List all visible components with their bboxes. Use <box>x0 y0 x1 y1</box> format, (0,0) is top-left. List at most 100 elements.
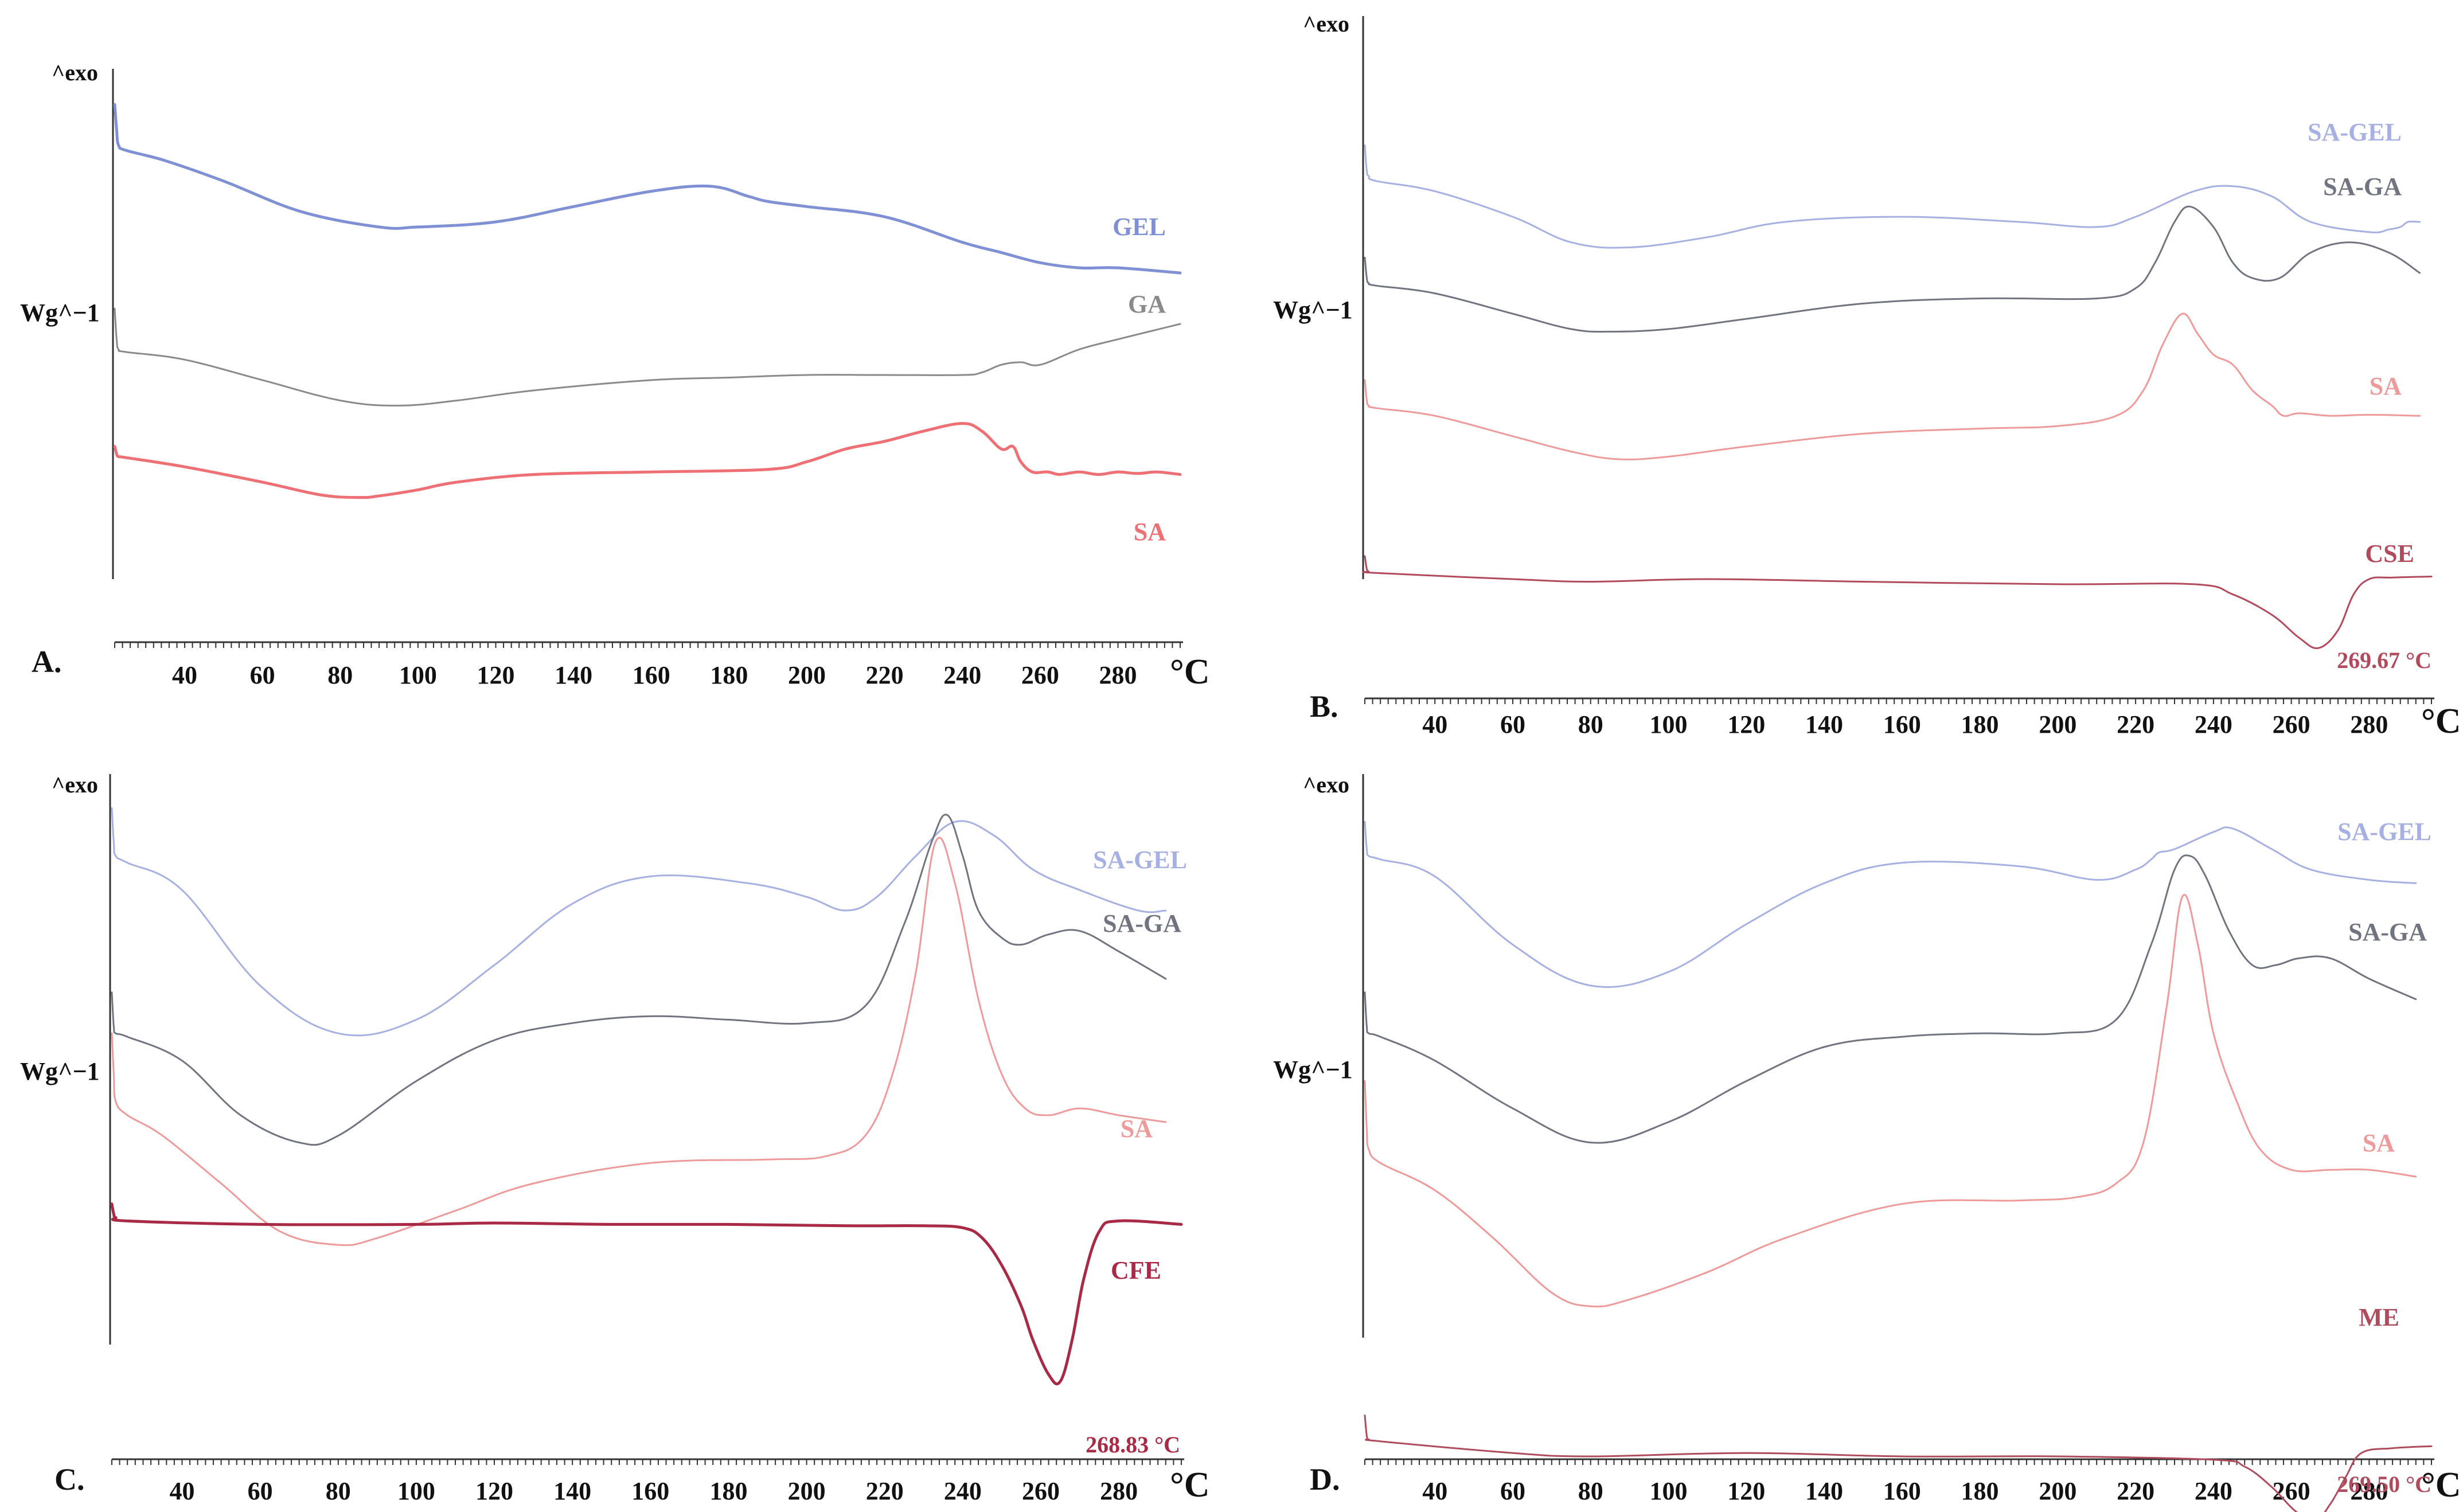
series-label-sa: SA <box>2363 1129 2395 1157</box>
x-tick-label: 260 <box>2273 1477 2310 1505</box>
x-tick-label: 200 <box>788 661 826 689</box>
x-tick-label: 220 <box>866 661 904 689</box>
x-tick-label: 280 <box>2350 710 2388 739</box>
exo-label: ^exo <box>1303 772 1349 798</box>
x-axis-unit: °C <box>2421 702 2461 741</box>
panel-c: 40 60 80 100 120 140 160 180 200 220 240 260 280 °C ^e… <box>20 772 1210 1505</box>
x-tick-label: 60 <box>248 1477 273 1505</box>
x-tick-label: 40 <box>172 661 197 689</box>
x-tick-label: 220 <box>2117 710 2154 739</box>
x-tick-label: 280 <box>2350 1477 2388 1505</box>
x-tick-label: 100 <box>397 1477 435 1505</box>
x-tick-label: 80 <box>1578 710 1603 739</box>
x-tick-label: 160 <box>1883 1477 1921 1505</box>
panel-label: D. <box>1310 1462 1340 1497</box>
panel-a: 40 60 80 100 120 140 160 180 200 220 240 260 280 °C ^e… <box>20 60 1210 691</box>
x-axis-minor-ticks <box>114 642 1181 648</box>
series-label-ga: GA <box>1128 290 1166 318</box>
curve-sa-gel <box>1364 821 2417 989</box>
y-axis-label: Wg^−1 <box>20 1057 100 1085</box>
x-tick-label: 40 <box>1422 1477 1447 1505</box>
x-tick-label: 280 <box>1099 661 1137 689</box>
panel-label: A. <box>32 644 62 679</box>
x-tick-label: 60 <box>250 661 275 689</box>
y-axis-label: Wg^−1 <box>20 299 100 327</box>
curve-sa-ga <box>1364 205 2421 333</box>
series-label-sa: SA <box>1121 1115 1153 1143</box>
x-tick-label: 100 <box>1649 710 1687 739</box>
exo-label: ^exo <box>52 772 98 798</box>
curve-sa-gel <box>111 807 1167 1037</box>
panel-b: 40 60 80 100 120 140 160 180 200 220 240 260 280 °C ^e… <box>1273 11 2461 741</box>
curve-gel <box>113 103 1182 275</box>
x-tick-label: 100 <box>399 661 437 689</box>
x-tick-label: 180 <box>710 661 748 689</box>
curve-cse <box>1362 555 2433 650</box>
curve-cfe <box>110 1202 1183 1386</box>
series-label-me: ME <box>2359 1303 2399 1331</box>
curve-me <box>1364 1415 2433 1512</box>
x-axis-unit: °C <box>2421 1466 2461 1505</box>
peak-temperature-label: 268.83 °C <box>1086 1432 1180 1458</box>
curve-sa <box>1364 894 2417 1308</box>
x-tick-label: 200 <box>2039 710 2076 739</box>
x-tick-label: 140 <box>553 1477 591 1505</box>
x-tick-label: 120 <box>475 1477 513 1505</box>
x-tick-label: 280 <box>1100 1477 1138 1505</box>
x-tick-label: 60 <box>1500 710 1525 739</box>
peak-temperature-label: 269.50 °C <box>2337 1471 2431 1497</box>
curve-sa <box>111 837 1167 1247</box>
panel-d: 40 60 80 100 120 140 160 180 200 220 240 260 280 °C ^e… <box>1273 772 2461 1512</box>
x-tick-label: 160 <box>631 1477 669 1505</box>
x-tick-label: 180 <box>1961 710 1999 739</box>
x-tick-label: 260 <box>1021 661 1059 689</box>
x-tick-label: 80 <box>326 1477 351 1505</box>
x-axis-minor-ticks <box>1364 1459 2432 1465</box>
y-axis-label: Wg^−1 <box>1273 296 1353 324</box>
exo-label: ^exo <box>1303 11 1349 37</box>
x-tick-label: 140 <box>1805 1477 1843 1505</box>
curve-sa <box>113 422 1182 499</box>
series-label-sa-gel: SA-GEL <box>2308 118 2402 146</box>
x-tick-label: 200 <box>2039 1477 2076 1505</box>
x-axis-minor-ticks <box>111 1459 1182 1465</box>
series-label-sa: SA <box>2370 372 2402 400</box>
x-tick-label: 160 <box>1883 710 1921 739</box>
x-tick-label: 180 <box>1961 1477 1999 1505</box>
series-label-sa-ga: SA-GA <box>2348 918 2427 946</box>
series-label-sa-gel: SA-GEL <box>2337 818 2431 846</box>
x-tick-label: 140 <box>555 661 592 689</box>
x-tick-label: 220 <box>866 1477 904 1505</box>
curve-sa <box>1364 312 2421 460</box>
curve-ga <box>114 307 1181 407</box>
x-tick-label: 240 <box>943 661 981 689</box>
x-tick-label: 120 <box>477 661 515 689</box>
exo-label: ^exo <box>52 60 98 85</box>
series-label-sa-gel: SA-GEL <box>1093 846 1187 874</box>
x-axis-unit: °C <box>1170 1466 1210 1505</box>
x-tick-label: 120 <box>1727 710 1765 739</box>
series-label-cse: CSE <box>2365 540 2414 568</box>
x-tick-label: 240 <box>2195 1477 2232 1505</box>
x-tick-label: 160 <box>633 661 670 689</box>
x-tick-label: 120 <box>1727 1477 1765 1505</box>
x-tick-label: 60 <box>1500 1477 1525 1505</box>
series-label-gel: GEL <box>1113 213 1166 241</box>
panel-label: C. <box>54 1462 85 1497</box>
series-label-cfe: CFE <box>1111 1256 1161 1284</box>
x-tick-label: 240 <box>944 1477 982 1505</box>
x-tick-label: 260 <box>2273 710 2310 739</box>
y-axis-label: Wg^−1 <box>1273 1056 1353 1084</box>
panel-label: B. <box>1310 689 1338 724</box>
x-axis-minor-ticks <box>1364 698 2432 704</box>
x-tick-label: 180 <box>709 1477 747 1505</box>
x-tick-label: 140 <box>1805 710 1843 739</box>
series-label-sa-ga: SA-GA <box>1103 909 1181 937</box>
x-tick-label: 220 <box>2117 1477 2154 1505</box>
series-label-sa: SA <box>1134 518 1166 546</box>
peak-temperature-label: 269.67 °C <box>2337 647 2431 673</box>
x-tick-label: 40 <box>1422 710 1447 739</box>
series-label-sa-ga: SA-GA <box>2323 173 2402 201</box>
x-tick-label: 260 <box>1022 1477 1060 1505</box>
